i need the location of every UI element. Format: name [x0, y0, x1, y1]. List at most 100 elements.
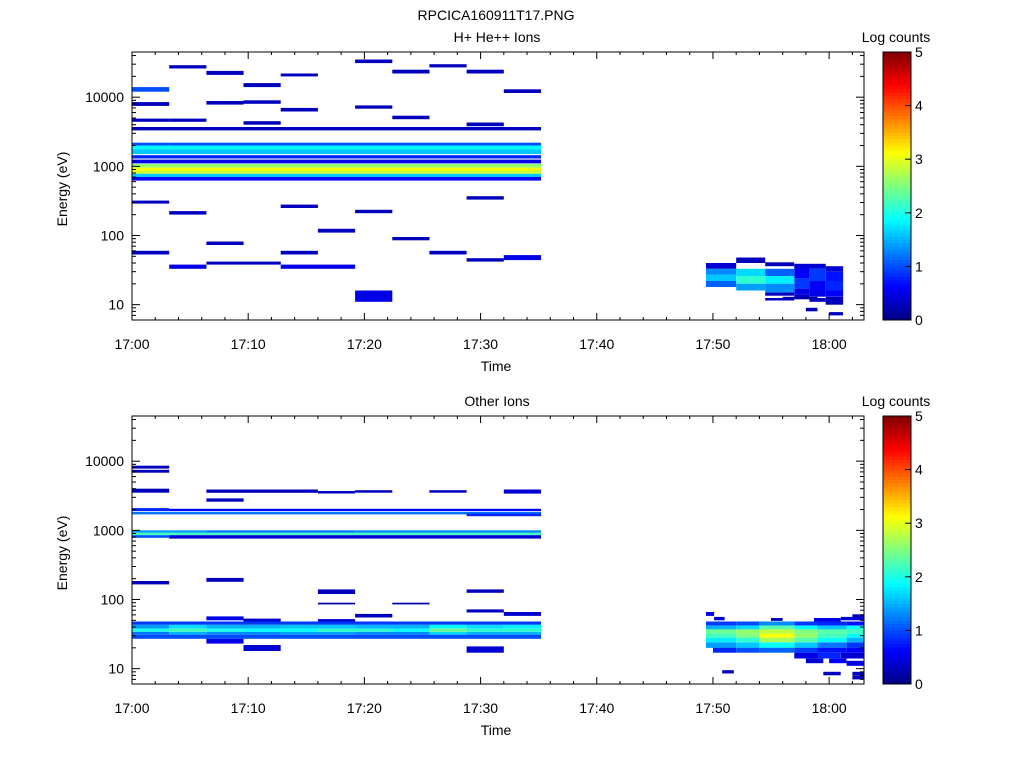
colorbar-swatch [883, 206, 911, 210]
heatmap-cell [132, 170, 541, 174]
heatmap-cell [794, 637, 818, 643]
colorbar-swatch [883, 155, 911, 160]
heatmap-cell [736, 283, 766, 291]
colorbar-swatch [883, 620, 911, 625]
heatmap-cell [852, 671, 864, 676]
heatmap-cell [840, 652, 864, 659]
colorbar-swatch [883, 466, 911, 470]
colorbar-swatch [883, 52, 911, 56]
colorbar-swatch [883, 192, 911, 197]
colorbar-swatch [883, 105, 911, 110]
heatmap-cell [132, 118, 170, 122]
heatmap-cell [794, 652, 818, 659]
heatmap-cell [846, 647, 864, 653]
heatmap-cell [736, 633, 760, 638]
colorbar-swatch [883, 419, 911, 424]
colorbar-swatch [883, 246, 911, 251]
heatmap-cell [814, 618, 841, 622]
colorbar-swatch [883, 416, 911, 420]
y-tick-label: 10000 [85, 89, 124, 105]
heatmap-cell [706, 625, 737, 630]
colorbar-tick-label: 4 [915, 98, 923, 114]
colorbar-swatch [883, 436, 911, 440]
heatmap-cell [765, 292, 795, 296]
x-tick-label: 17:20 [347, 336, 382, 352]
colorbar-swatch [883, 129, 911, 133]
colorbar-swatch [883, 299, 911, 304]
heatmap-cell [169, 631, 207, 635]
colorbar-swatch [883, 523, 911, 527]
y-tick-label: 100 [101, 591, 125, 607]
heatmap-cells [132, 59, 844, 316]
colorbar-swatch [883, 573, 911, 578]
colorbar-tick-label: 2 [915, 205, 923, 221]
heatmap-cell [825, 296, 844, 302]
heatmap-cell [759, 633, 795, 638]
heatmap-cell [355, 530, 541, 533]
heatmap-cell [243, 628, 318, 632]
colorbar-swatch [883, 432, 911, 437]
heatmap-cell [206, 616, 244, 621]
colorbar-swatch [883, 483, 911, 487]
heatmap-cell [132, 621, 541, 625]
heatmap-cell [132, 167, 541, 171]
heatmap-cell [206, 70, 244, 75]
heatmap-cell [243, 100, 281, 104]
heatmap-cell [809, 281, 826, 291]
y-axis-label: Energy (eV) [54, 152, 70, 227]
heatmap-cell [759, 637, 795, 643]
colorbar-swatch [883, 546, 911, 551]
heatmap-cell [280, 204, 318, 208]
colorbar-swatch [883, 640, 911, 645]
colorbar-swatch [883, 62, 911, 66]
colorbar-swatch [883, 496, 911, 501]
heatmap-cell [794, 278, 810, 289]
colorbar-swatch [883, 273, 911, 277]
colorbar-swatch [883, 493, 911, 497]
heatmap-cell [706, 637, 737, 643]
heatmap-cell [466, 513, 541, 517]
heatmap-cell [706, 268, 737, 275]
heatmap-cell [825, 300, 844, 305]
colorbar-frame [882, 415, 912, 685]
heatmap-cell [429, 64, 467, 68]
colorbar-swatch [883, 600, 911, 604]
figure-title: RPCICA160911T17.PNG [418, 7, 575, 23]
colorbar-swatch [883, 576, 911, 581]
colorbar-swatch [883, 122, 911, 127]
colorbar-swatch [883, 135, 911, 140]
colorbar-swatch [883, 242, 911, 247]
heatmap-cell [132, 581, 170, 585]
colorbar-swatch [883, 132, 911, 137]
heatmap-cell [706, 274, 737, 281]
heatmap-cell [206, 498, 244, 502]
heatmap-cell [466, 589, 504, 593]
y-tick-label: 10 [108, 661, 124, 677]
heatmap-cell [794, 267, 810, 279]
heatmap-cell [825, 266, 844, 272]
colorbar-swatch [883, 606, 911, 611]
colorbar-swatch [883, 439, 911, 444]
colorbar-swatch [883, 610, 911, 615]
colorbar-swatch [883, 112, 911, 117]
colorbar-swatch [883, 276, 911, 281]
heatmap-cell [206, 489, 244, 493]
colorbar-label: Log counts [862, 393, 931, 409]
colorbar-swatch [883, 102, 911, 106]
colorbar-swatch [883, 456, 911, 460]
heatmap-cell [706, 633, 737, 638]
colorbar-tick-label: 0 [915, 312, 923, 328]
colorbar-swatch [883, 253, 911, 257]
heatmap-cell [280, 73, 318, 77]
heatmap-cell [706, 621, 737, 626]
heatmap-cell [355, 59, 393, 64]
colorbar-swatch [883, 199, 911, 204]
heatmap-cell [825, 281, 844, 291]
colorbar-swatch [883, 627, 911, 631]
heatmap-cell [759, 647, 795, 653]
heatmap-cell [846, 633, 864, 638]
heatmap-cell [169, 535, 541, 539]
x-tick-label: 18:00 [812, 336, 847, 352]
heatmap-cell [169, 508, 541, 512]
